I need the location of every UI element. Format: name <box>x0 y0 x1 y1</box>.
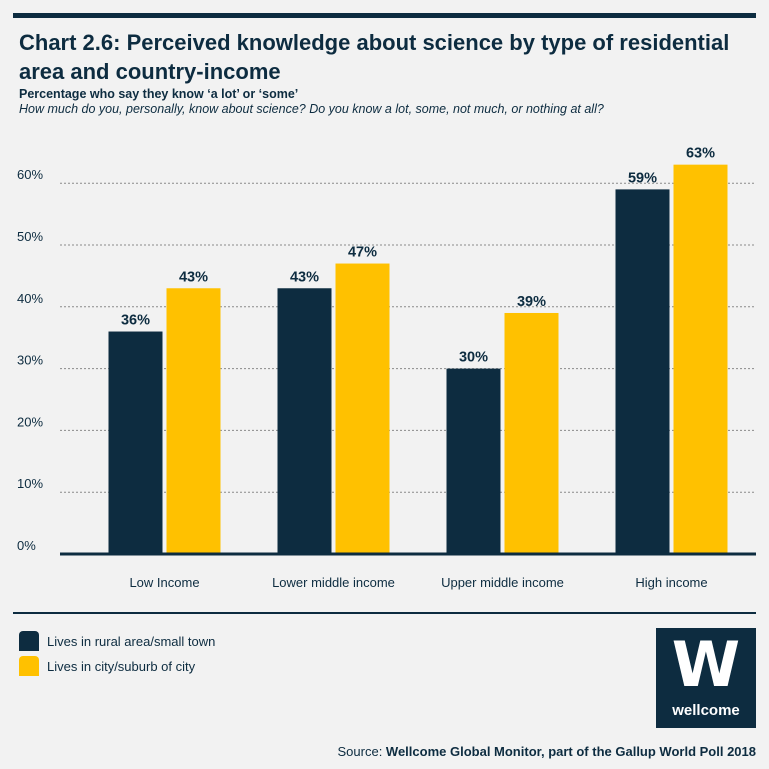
bar-rural-2 <box>446 368 501 554</box>
y-tick-label-40: 40% <box>17 291 43 306</box>
legend: Lives in rural area/small town Lives in … <box>19 630 215 680</box>
source-note: Source: Wellcome Global Monitor, part of… <box>338 744 757 759</box>
y-tick-label-20: 20% <box>17 414 43 429</box>
legend-label-rural: Lives in rural area/small town <box>47 633 216 649</box>
legend-item-city: Lives in city/suburb of city <box>19 655 215 677</box>
logo-w-mark: W <box>671 628 741 701</box>
divider-rule <box>13 612 756 614</box>
y-tick-label-50: 50% <box>17 229 43 244</box>
data-label-city-3: 63% <box>686 146 715 162</box>
y-tick-label-30: 30% <box>17 353 43 368</box>
y-tick-label-60: 60% <box>17 167 43 182</box>
x-category-label-0: Low Income <box>129 575 199 590</box>
top-rule <box>13 13 756 18</box>
data-label-rural-3: 59% <box>628 170 657 186</box>
legend-swatch-rural <box>19 631 39 651</box>
x-category-label-1: Lower middle income <box>272 575 395 590</box>
legend-swatch-city <box>19 656 39 676</box>
x-category-label-2: Upper middle income <box>441 575 564 590</box>
y-tick-label-0: 0% <box>17 538 36 553</box>
bar-city-1 <box>335 263 390 554</box>
source-prefix: Source: <box>337 744 386 759</box>
data-label-city-1: 47% <box>348 245 377 261</box>
chart-title: Chart 2.6: Perceived knowledge about sci… <box>19 30 730 84</box>
bar-rural-0 <box>108 331 163 554</box>
logo-wordmark: wellcome <box>672 702 740 719</box>
survey-question: How much do you, personally, know about … <box>19 102 604 116</box>
source-text: Wellcome Global Monitor, part of the Gal… <box>385 744 756 759</box>
data-label-city-2: 39% <box>517 294 546 310</box>
x-category-label-3: High income <box>635 575 707 590</box>
wellcome-logo: W wellcome <box>656 628 756 728</box>
bar-chart: 0% 10% 20% 30% 40% 50% 60% 36% 43% Low Income 43% 4… <box>17 146 756 590</box>
legend-label-city: Lives in city/suburb of city <box>47 658 196 674</box>
data-label-rural-0: 36% <box>121 313 150 329</box>
bar-city-3 <box>673 164 728 554</box>
bar-city-2 <box>504 312 559 554</box>
bar-rural-1 <box>277 288 332 554</box>
bar-city-0 <box>166 288 221 554</box>
data-label-city-0: 43% <box>179 269 208 285</box>
y-tick-label-10: 10% <box>17 476 43 491</box>
bar-rural-3 <box>615 189 670 554</box>
chart-subtitle: Percentage who say they know ‘a lot’ or … <box>19 87 299 101</box>
legend-item-rural: Lives in rural area/small town <box>19 630 215 652</box>
data-label-rural-2: 30% <box>459 350 488 366</box>
data-label-rural-1: 43% <box>290 269 319 285</box>
